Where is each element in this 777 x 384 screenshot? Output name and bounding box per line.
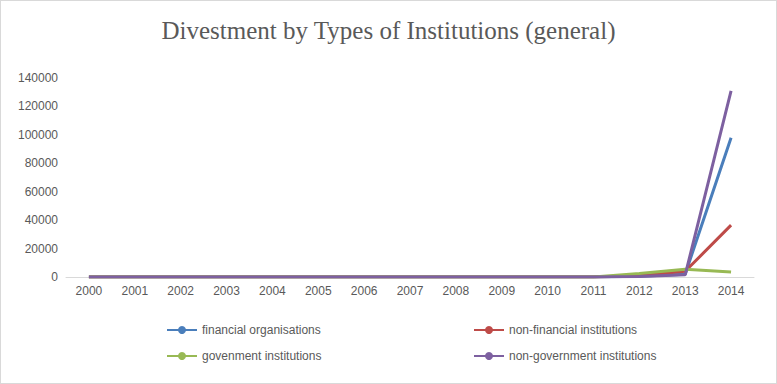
svg-text:Divestment by Types of Institu: Divestment by Types of Institutions (gen… [162,17,616,45]
svg-text:2001: 2001 [121,284,148,298]
svg-text:financial organisations: financial organisations [202,323,321,337]
svg-text:140000: 140000 [18,71,58,85]
svg-text:40000: 40000 [25,213,59,227]
svg-text:non-government institutions: non-government institutions [509,349,656,363]
svg-text:2014: 2014 [718,284,745,298]
svg-text:2006: 2006 [351,284,378,298]
svg-text:0: 0 [51,270,58,284]
svg-text:2000: 2000 [76,284,103,298]
svg-text:2002: 2002 [167,284,194,298]
svg-text:20000: 20000 [25,242,59,256]
svg-text:2008: 2008 [443,284,470,298]
svg-text:2009: 2009 [488,284,515,298]
svg-text:2011: 2011 [581,284,607,298]
svg-text:80000: 80000 [25,156,59,170]
svg-text:100000: 100000 [18,128,58,142]
svg-text:non-financial institutions: non-financial institutions [509,323,637,337]
svg-text:60000: 60000 [25,185,59,199]
svg-text:2005: 2005 [305,284,332,298]
svg-text:2012: 2012 [626,284,653,298]
svg-text:2004: 2004 [259,284,286,298]
svg-text:2003: 2003 [213,284,240,298]
svg-text:2010: 2010 [534,284,561,298]
svg-text:2013: 2013 [672,284,699,298]
svg-text:govenment institutions: govenment institutions [202,349,321,363]
svg-text:2007: 2007 [397,284,424,298]
svg-text:120000: 120000 [18,99,58,113]
